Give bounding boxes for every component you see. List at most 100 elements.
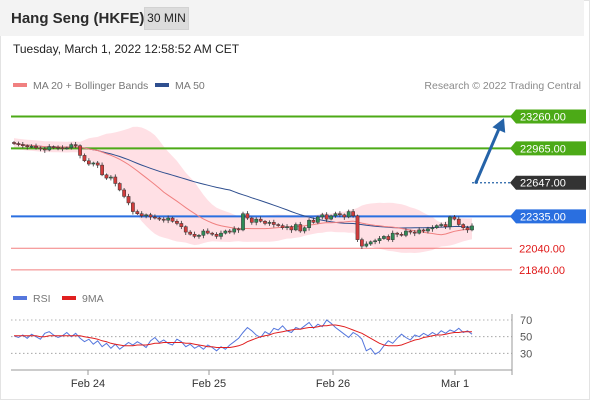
candle-body <box>355 215 360 240</box>
candle-body <box>122 189 126 197</box>
candle <box>404 228 408 238</box>
candle <box>338 211 342 218</box>
candle <box>360 237 364 250</box>
candle <box>34 143 38 150</box>
interval-button[interactable]: 30 MIN <box>144 7 189 30</box>
candle-body <box>201 230 206 236</box>
candle <box>355 214 360 243</box>
candle-body <box>170 217 175 222</box>
candle-body <box>316 216 320 223</box>
candle <box>78 144 82 159</box>
candle <box>38 146 43 152</box>
candle-body <box>38 147 43 150</box>
candle-body <box>223 230 228 234</box>
candle-body <box>298 224 303 232</box>
rsi-tick-label: 30 <box>520 348 532 360</box>
rsi-tick-label: 50 <box>520 332 532 344</box>
candle <box>12 141 16 145</box>
candle <box>170 216 175 223</box>
candle-body <box>192 233 197 237</box>
candle-body <box>245 213 250 219</box>
candle <box>87 158 91 166</box>
candle <box>183 225 188 235</box>
candles <box>12 141 474 250</box>
candle-body <box>60 147 65 150</box>
candle-body <box>426 228 430 232</box>
candle-body <box>153 216 157 219</box>
candle-body <box>188 231 193 235</box>
candle-body <box>434 225 439 229</box>
level-tag-23260.00 <box>510 109 586 124</box>
candle <box>64 146 69 150</box>
time-tick-label: Feb 26 <box>316 378 350 390</box>
candle-body <box>267 222 272 224</box>
candle-body <box>29 145 34 148</box>
candle-body <box>69 144 74 149</box>
candle <box>395 231 399 238</box>
level-label-22335.00: 22335.00 <box>520 211 566 223</box>
candle-body <box>439 224 444 226</box>
time-tick-label: Feb 25 <box>192 378 226 390</box>
copyright-text: Research © 2022 Trading Central <box>424 80 581 92</box>
level-label-22647.00: 22647.00 <box>520 178 566 190</box>
candle <box>210 231 215 237</box>
candle-body <box>117 183 122 191</box>
candle <box>232 226 237 235</box>
candle <box>302 226 307 234</box>
candle <box>197 234 201 239</box>
level-label-22965.00: 22965.00 <box>520 143 566 155</box>
candle <box>139 211 144 218</box>
candle <box>346 209 351 219</box>
candle <box>42 146 47 153</box>
candle <box>311 217 316 224</box>
candle <box>135 209 140 216</box>
candle-body <box>373 240 377 243</box>
candle <box>241 211 245 232</box>
candle-body <box>404 230 408 236</box>
candle <box>368 240 373 246</box>
candle-body <box>34 145 38 149</box>
candle-body <box>205 230 210 234</box>
candle <box>192 231 197 239</box>
rsi-ma9-line <box>14 324 472 348</box>
candle <box>223 229 228 235</box>
candle-body <box>456 218 461 225</box>
candle <box>293 222 298 232</box>
candle-body <box>20 144 25 146</box>
candle-body <box>368 241 373 245</box>
candle <box>280 223 285 230</box>
candle <box>329 214 333 221</box>
candle <box>434 224 439 230</box>
candle-body <box>263 221 267 224</box>
candle-body <box>338 213 342 216</box>
candle-body <box>293 224 298 231</box>
candle-body <box>232 228 237 233</box>
legend-ma50-label: MA 50 <box>175 80 205 92</box>
candle <box>448 215 452 230</box>
candle-body <box>470 225 474 231</box>
candle-body <box>12 142 16 144</box>
candle-body <box>364 243 369 247</box>
candle <box>69 142 74 150</box>
candle <box>144 213 148 219</box>
level-label-22040.00: 22040.00 <box>519 243 565 255</box>
legend-ma20: MA 20 + Bollinger Bands <box>13 80 148 92</box>
candle-body <box>179 223 184 227</box>
candle-body <box>56 147 60 149</box>
legend-ma50: MA 50 <box>155 80 205 92</box>
projection-arrow-head <box>492 118 506 133</box>
candle <box>249 216 254 225</box>
candle <box>439 222 444 228</box>
rsi-swatch <box>13 296 27 301</box>
candle-body <box>320 214 325 218</box>
candle-body <box>42 148 47 151</box>
candle-body <box>395 232 399 235</box>
ma20-swatch <box>13 83 27 88</box>
candle <box>179 220 184 230</box>
projection-arrow-shaft <box>474 122 503 184</box>
candle <box>95 161 100 169</box>
candle-body <box>258 218 263 222</box>
candle-body <box>139 213 144 217</box>
candle-body <box>109 176 113 179</box>
candle-body <box>197 235 201 237</box>
